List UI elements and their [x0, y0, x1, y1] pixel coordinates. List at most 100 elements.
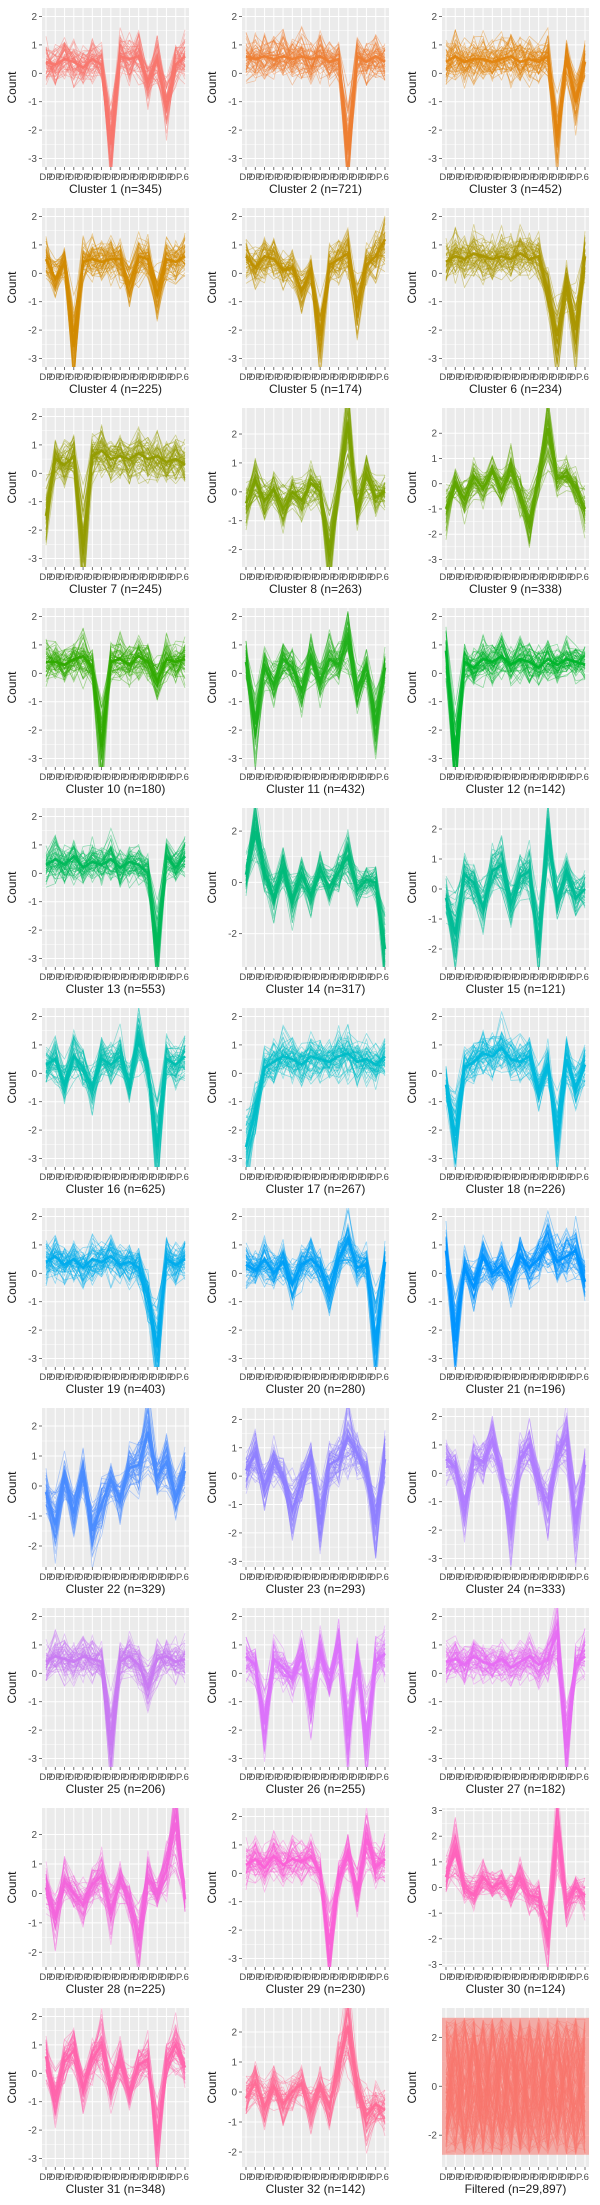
series-mean-line: [244, 634, 387, 725]
y-tick-label: 0: [31, 869, 37, 880]
x-tick-label: DP: [67, 1572, 80, 1583]
cluster-profile-lines: [442, 2016, 589, 2156]
y-tick-label: -3: [228, 354, 237, 365]
x-tick-label: DP: [341, 572, 354, 583]
x-tick-label: DP: [249, 1572, 262, 1583]
y-tick-label: 0: [31, 69, 37, 80]
x-tick-label: DP: [486, 1772, 499, 1783]
x-tick-label: DP: [95, 772, 108, 783]
series-line: [245, 847, 386, 949]
x-tick-label: DP: [467, 972, 480, 983]
x-tick-label: .6: [181, 572, 189, 583]
series-mean-line: [45, 1034, 186, 1148]
x-tick-label: DP: [39, 1372, 52, 1383]
x-tick-label: DP: [449, 972, 462, 983]
x-tick-label: .6: [581, 1172, 589, 1183]
series-line: [245, 1234, 386, 1362]
x-tick-label: DP: [569, 1372, 582, 1383]
series-line: [45, 1635, 186, 1692]
x-tick-label: DP: [239, 1572, 252, 1583]
series-line: [445, 836, 586, 947]
x-tick-label: DP: [249, 972, 262, 983]
series-line: [245, 1634, 386, 1728]
series-line: [45, 631, 186, 750]
series-line: [445, 644, 586, 717]
chart-title: Cluster 28 (n=225): [66, 1982, 166, 1996]
series-line: [445, 39, 586, 132]
series-line: [45, 433, 186, 530]
x-tick-label: DP: [495, 1172, 508, 1183]
x-tick-label: DP: [123, 1172, 136, 1183]
series-line: [45, 1637, 186, 1719]
x-tick-label: DP: [569, 572, 582, 583]
series-line: [445, 1030, 586, 1167]
x-tick-label: DP: [504, 372, 517, 383]
series-line: [245, 1435, 386, 1520]
x-tick-label: .6: [381, 2172, 389, 2183]
y-tick-label: 0: [31, 1889, 37, 1900]
x-tick-label: DP: [276, 372, 289, 383]
series-line: [245, 631, 386, 724]
x-tick-label: DP: [76, 972, 89, 983]
series-line: [245, 34, 386, 167]
y-tick-label: 2: [231, 1012, 237, 1023]
x-tick-label: DP: [323, 572, 336, 583]
series-line: [45, 1648, 186, 1717]
x-tick-label: DP: [332, 372, 345, 383]
x-tick-label: DP: [351, 1572, 364, 1583]
chart-panel-20: -3-2-1012DPDPDPDPDPDPDPDPDPDPDPDPDPDPDP.…: [205, 1208, 389, 1396]
x-tick-label: DP: [532, 372, 545, 383]
series-line: [245, 34, 386, 167]
series-line: [45, 1239, 186, 1321]
chart-panel-6: -3-2-1012DPDPDPDPDPDPDPDPDPDPDPDPDPDPDP.…: [405, 208, 589, 396]
series-line: [45, 438, 186, 567]
series-line: [445, 639, 586, 758]
x-tick-label: .6: [181, 972, 189, 983]
series-line: [45, 439, 186, 563]
y-tick-label: 2: [431, 825, 437, 836]
x-tick-label: DP: [369, 372, 382, 383]
x-tick-label: DP: [514, 1772, 527, 1783]
x-tick-label: DP: [323, 972, 336, 983]
y-tick-label: -2: [228, 326, 237, 337]
series-mean-line: [445, 1630, 586, 1748]
x-tick-label: DP: [314, 1772, 327, 1783]
series-line: [45, 644, 186, 767]
series-line: [245, 34, 386, 167]
x-tick-label: DP: [523, 1572, 536, 1583]
x-tick-label: .6: [181, 1372, 189, 1383]
y-tick-label: -2: [28, 1542, 37, 1553]
series-line: [45, 1033, 186, 1132]
x-tick-label: DP: [258, 972, 271, 983]
series-line: [245, 1228, 386, 1321]
chart-panel-27: -3-2-1012DPDPDPDPDPDPDPDPDPDPDPDPDPDPDP.…: [405, 1608, 589, 1796]
cluster-profile-lines: [44, 424, 186, 567]
series-line: [45, 1408, 186, 1539]
x-tick-label: .6: [581, 2172, 589, 2183]
y-tick-label: 2: [31, 2012, 37, 2023]
series-line: [45, 1640, 186, 1715]
y-tick-label: 3: [431, 1806, 437, 1817]
x-tick-label: DP: [123, 1772, 136, 1783]
series-line: [245, 43, 386, 138]
cluster-profile-lines: [245, 25, 386, 167]
x-tick-label: .6: [381, 1572, 389, 1583]
series-line: [45, 434, 186, 533]
y-tick-label: 1: [31, 1452, 37, 1463]
series-line: [445, 1035, 586, 1163]
x-tick-label: DP: [169, 772, 182, 783]
cluster-profile-lines: [45, 1232, 186, 1367]
series-line: [45, 645, 186, 731]
series-line: [45, 241, 186, 317]
x-tick-label: DP: [541, 1172, 554, 1183]
x-tick-label: DP: [151, 1372, 164, 1383]
x-tick-label: DP: [58, 372, 71, 383]
series-line: [445, 33, 586, 159]
series-line: [245, 423, 386, 551]
y-tick-label: -1: [28, 1697, 37, 1708]
x-tick-label: DP: [39, 1572, 52, 1583]
chart-panel-25: -3-2-1012DPDPDPDPDPDPDPDPDPDPDPDPDPDPDP.…: [5, 1608, 189, 1796]
series-line: [45, 438, 186, 561]
series-line: [445, 1035, 586, 1164]
